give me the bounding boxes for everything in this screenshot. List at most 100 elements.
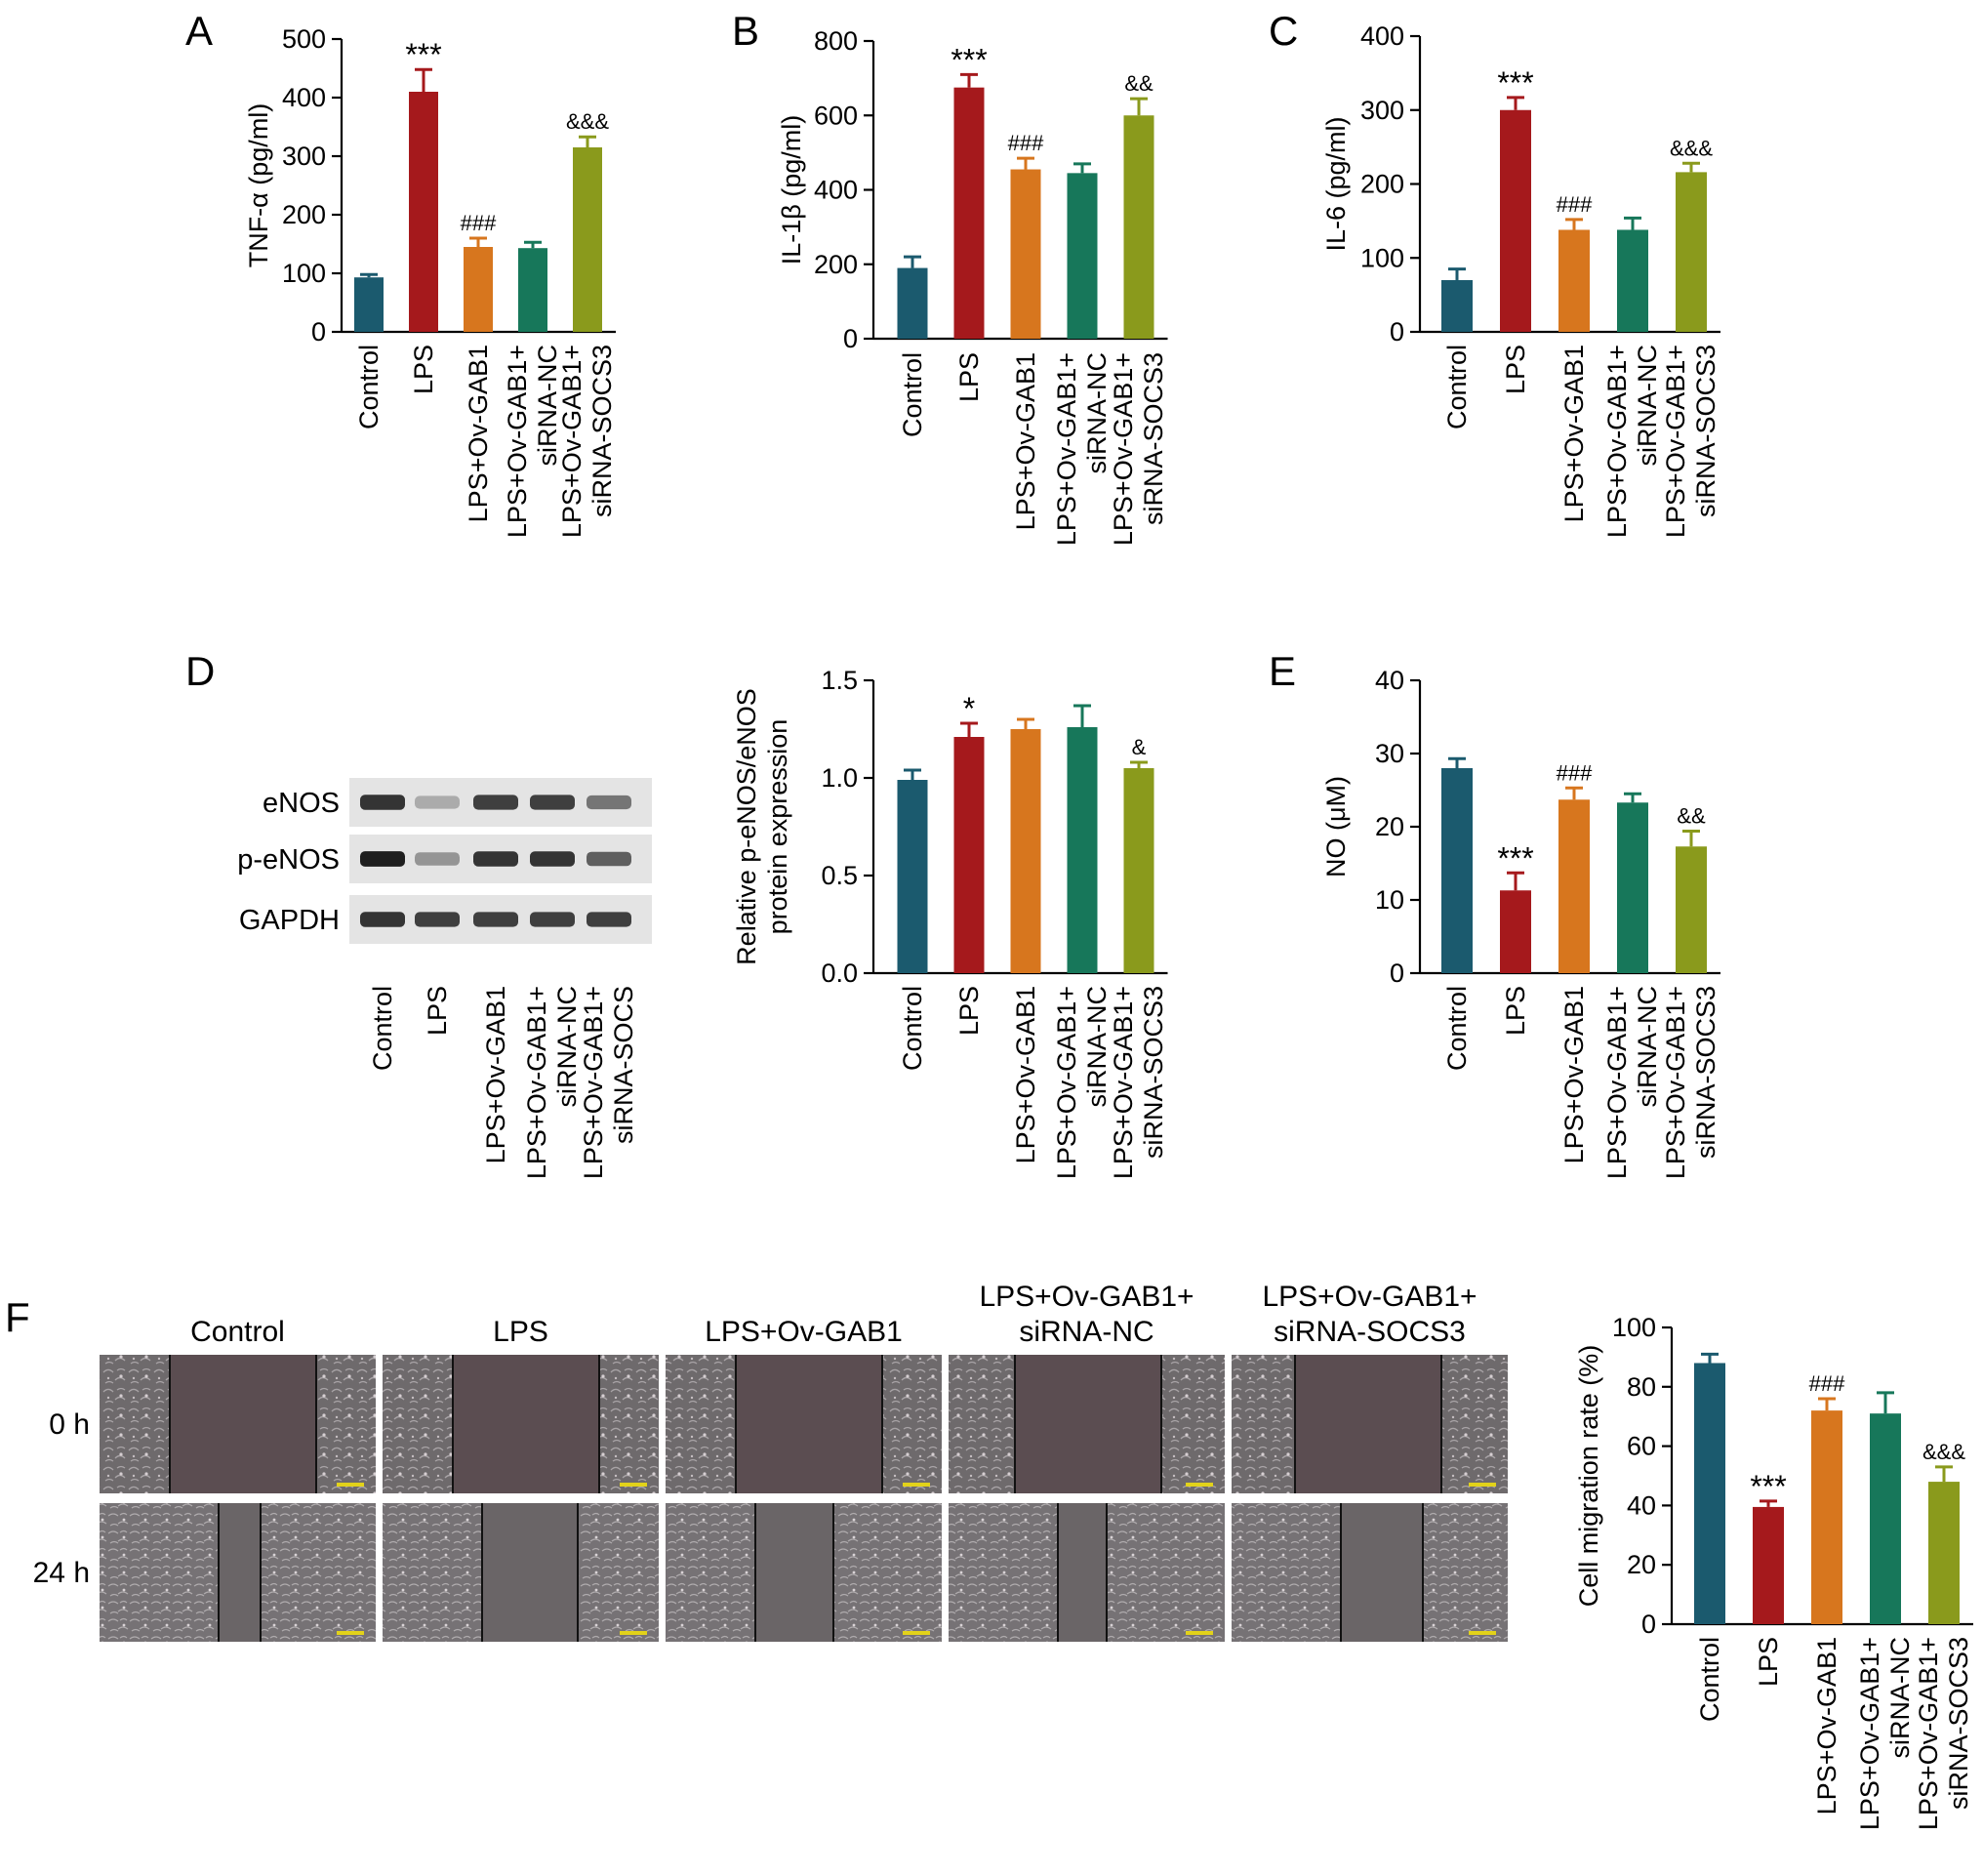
category-label: Control [898,352,927,437]
significance-mark: *** [405,37,441,72]
significance-mark: &&& [566,109,609,134]
category-label: Control [354,345,384,429]
bar-control [354,277,384,332]
y-axis-title: IL-1β (pg/ml) [777,115,806,265]
y-axis-title: protein expression [763,719,792,935]
bar-lps [1500,109,1531,332]
chart-e-no: 0 10 20 30 40 NO (μM) Control *** LPS ### LPS+Ov-G… [1321,666,1720,1179]
blot-lane-label: siRNA-SOCS [609,986,638,1144]
bar-lps [953,737,985,973]
category-label: Control [1695,1637,1724,1722]
category-label: LPS [1501,345,1530,394]
category-label: siRNA-SOCS3 [1944,1637,1973,1810]
category-label: LPS+Ov-GAB1 [1011,352,1040,530]
blot-band [473,851,518,867]
significance-mark: ### [1008,131,1044,155]
category-label: Control [1442,986,1472,1071]
y-tick-label: 20 [1627,1550,1656,1579]
category-label: Control [898,986,927,1071]
blot-band [530,912,575,927]
blot-lane-label: LPS+Ov-GAB1+ [522,986,551,1179]
y-tick-label: 0 [843,324,858,353]
bar-lps-ov-gab1-sirna-nc [1870,1413,1901,1624]
y-tick-label: 500 [282,24,326,54]
y-tick-label: 400 [1360,21,1404,51]
category-label: LPS [1501,986,1530,1036]
bar-lps-ov-gab1-sirna-socs3 [1676,172,1707,332]
y-tick-label: 0 [1390,958,1404,988]
bar-lps [409,92,438,332]
y-tick-label: 400 [282,83,326,112]
category-label: siRNA-SOCS3 [587,345,617,517]
bar-lps-ov-gab1-sirna-nc [1617,802,1648,973]
category-label: siRNA-NC [1633,986,1662,1108]
blot-row-label: p-eNOS [237,844,340,876]
bar-lps-ov-gab1 [464,247,493,332]
bar-lps-ov-gab1 [1558,229,1590,332]
y-tick-label: 1.0 [821,763,858,793]
wound-gap [170,1355,316,1493]
y-tick-label: 30 [1375,739,1404,768]
chart-c-il-6: 0 100 200 300 400 IL-6 (pg/ml) Control *** LPS ##… [1321,21,1720,538]
chart-a-tnf-alpha: 0 100 200 300 400 500 TNF-α (pg/ml) Control *** L… [244,24,617,538]
y-tick-label: 800 [814,26,858,56]
y-tick-label: 300 [282,142,326,171]
scale-bar [337,1483,364,1487]
blot-band [587,795,631,810]
bar-control [1694,1363,1725,1624]
wound-gap [453,1355,599,1493]
y-tick-label: 40 [1627,1490,1656,1520]
blot-band [587,851,631,867]
blot-band [530,795,575,810]
scale-bar [620,1631,647,1635]
blot-band [530,851,575,867]
significance-mark: ### [461,211,497,235]
category-label: siRNA-SOCS3 [1691,345,1720,517]
blot-band [360,912,405,927]
blot-lane-label: siRNA-NC [552,986,582,1108]
y-axis-title: NO (μM) [1321,776,1351,877]
category-label: LPS+Ov-GAB1+ [1052,352,1081,546]
bar-control [1441,279,1473,332]
blot-row-label: eNOS [263,788,340,819]
scale-bar [903,1483,930,1487]
western-blot: eNOS p-eNOS GAPDH Control LPS LPS+Ov-GAB1 LPS+… [237,778,652,1179]
wound-gap [219,1503,261,1642]
micrograph-column-title: LPS [493,1316,548,1348]
bar-lps-ov-gab1-sirna-socs3 [1123,768,1154,973]
panel-letter-d: D [185,648,215,694]
y-tick-label: 40 [1375,666,1404,695]
y-tick-label: 0.0 [821,958,858,988]
category-label: LPS+Ov-GAB1+ [503,345,532,538]
y-tick-label: 80 [1627,1372,1656,1402]
category-label: LPS+Ov-GAB1 [1559,986,1589,1163]
significance-mark: & [1132,735,1147,759]
wound-gap [755,1503,833,1642]
category-label: LPS+Ov-GAB1+ [1661,345,1690,538]
blot-band [360,795,405,810]
blot-lane-label: LPS [423,986,452,1036]
y-axis-title: TNF-α (pg/ml) [244,103,273,268]
panel-letter-b: B [732,8,759,54]
wound-gap [482,1503,578,1642]
y-tick-label: 0 [311,317,326,347]
micrograph-column-title: siRNA-NC [1019,1316,1153,1348]
blot-lane-label: LPS+Ov-GAB1 [481,986,510,1163]
category-label: LPS+Ov-GAB1 [464,345,493,522]
category-label: siRNA-SOCS3 [1691,986,1720,1159]
category-label: LPS+Ov-GAB1+ [1914,1637,1943,1830]
y-tick-label: 600 [814,101,858,130]
blot-band [473,912,518,927]
significance-mark: ### [1809,1371,1845,1396]
category-label: LPS [409,345,438,394]
y-tick-label: 100 [1360,243,1404,272]
panel-letter-e: E [1269,648,1296,694]
wound-gap [1295,1355,1441,1493]
blot-band [415,912,460,927]
category-label: siRNA-NC [1633,345,1662,467]
chart-d-p-enos-ratio: 0.0 0.5 1.0 1.5 Relative p-eNOS/eNOS protein … [732,666,1168,1179]
category-label: LPS+Ov-GAB1 [1011,986,1040,1163]
micrograph-column-title: LPS+Ov-GAB1+ [1262,1281,1477,1313]
scale-bar [620,1483,647,1487]
bar-lps-ov-gab1-sirna-nc [1067,727,1098,973]
